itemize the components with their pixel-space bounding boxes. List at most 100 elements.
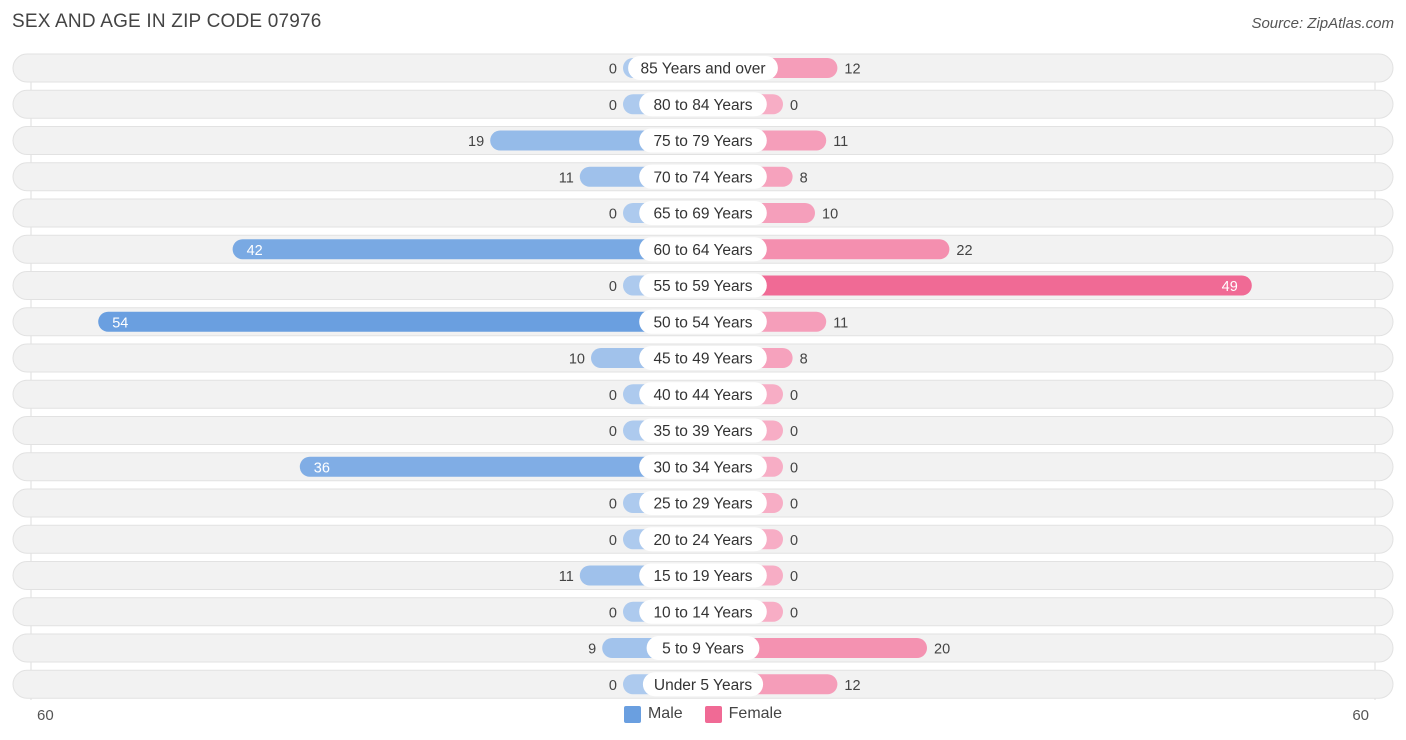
chart-row: 55 to 59 Years 0 49 (12, 271, 1394, 300)
value-label-male: 0 (609, 424, 617, 440)
category-label: 5 to 9 Years (662, 641, 744, 658)
category-pill (628, 56, 778, 80)
chart-row: 40 to 44 Years 0 0 (12, 379, 1394, 409)
value-label-male: 9 (588, 642, 596, 658)
value-label-female: 22 (956, 243, 972, 259)
value-label-male: 0 (609, 605, 617, 621)
chart-row: 35 to 39 Years 0 0 (12, 416, 1394, 445)
value-label-male: 0 (609, 98, 617, 114)
category-pill (639, 418, 767, 443)
value-label-female: 11 (833, 315, 848, 331)
chart-title: SEX AND AGE IN ZIP CODE 07976 (12, 11, 322, 32)
value-label-female: 0 (790, 424, 798, 440)
value-label-female: 49 (1222, 279, 1238, 295)
chart-row: 70 to 74 Years 11 8 (12, 162, 1394, 192)
category-pill (639, 201, 767, 225)
category-label: 10 to 14 Years (653, 604, 752, 621)
chart-row: 5 to 9 Years 9 20 (12, 633, 1394, 663)
chart-row: 60 to 64 Years 42 22 (12, 234, 1394, 264)
legend-label-male: Male (647, 705, 683, 722)
value-label-female: 0 (790, 605, 798, 621)
category-pill (639, 599, 767, 624)
value-label-male: 10 (569, 352, 585, 368)
chart-row: 10 to 14 Years 0 0 (12, 597, 1394, 627)
category-label: 30 to 34 Years (653, 459, 752, 476)
value-label-female: 0 (790, 460, 798, 476)
category-pill (639, 92, 767, 117)
category-pill (639, 309, 767, 334)
chart-row: 25 to 29 Years 0 0 (12, 488, 1394, 518)
category-label: 40 to 44 Years (653, 387, 752, 404)
axis-left-label: 60 (37, 707, 54, 724)
category-pill (639, 273, 767, 298)
legend-swatch-female (704, 705, 722, 723)
chart-row: 15 to 19 Years 11 0 (12, 561, 1394, 590)
legend-item-male[interactable]: Male (623, 705, 683, 723)
value-label-male: 54 (112, 315, 128, 331)
value-label-female: 12 (844, 678, 860, 694)
chart-row: 50 to 54 Years 54 11 (12, 307, 1394, 337)
category-pill (639, 382, 767, 407)
chart-row: 30 to 34 Years 36 0 (12, 452, 1394, 482)
category-label: 60 to 64 Years (653, 242, 752, 259)
bar-female (703, 638, 927, 658)
value-label-female: 8 (800, 352, 808, 368)
legend-item-female[interactable]: Female (704, 705, 783, 723)
chart-row: 20 to 24 Years 0 0 (12, 524, 1394, 554)
value-label-male: 11 (559, 569, 574, 585)
value-label-male: 19 (468, 134, 484, 150)
value-label-female: 11 (833, 134, 848, 150)
value-label-female: 0 (790, 533, 798, 549)
category-pill (639, 237, 767, 262)
value-label-male: 0 (609, 62, 617, 78)
value-label-female: 0 (790, 569, 798, 585)
chart-source: Source: ZipAtlas.com (1251, 15, 1394, 32)
category-label: 35 to 39 Years (653, 423, 752, 440)
value-label-female: 0 (790, 388, 798, 404)
category-pill (639, 563, 767, 588)
value-label-male: 0 (609, 207, 617, 223)
axis-right-label: 60 (1352, 707, 1369, 724)
chart-row: Under 5 Years 0 12 (12, 669, 1394, 699)
chart-row: 85 Years and over 0 12 (12, 53, 1394, 83)
value-label-male: 36 (314, 460, 330, 476)
value-label-male: 0 (609, 533, 617, 549)
category-pill (639, 491, 767, 515)
category-label: 70 to 74 Years (653, 169, 752, 186)
category-pill (642, 672, 764, 697)
category-pill (639, 527, 767, 552)
value-label-female: 0 (790, 98, 798, 114)
category-label: 75 to 79 Years (653, 133, 752, 150)
category-label: 15 to 19 Years (653, 568, 752, 585)
category-pill (639, 454, 767, 479)
legend-label-female: Female (728, 705, 783, 722)
value-label-female: 20 (934, 642, 950, 658)
bar-male (98, 311, 703, 332)
category-pill (646, 636, 760, 660)
value-label-male: 0 (609, 388, 617, 404)
category-label: 85 Years and over (641, 61, 766, 78)
category-label: 25 to 29 Years (653, 496, 752, 513)
category-label: 20 to 24 Years (653, 532, 752, 549)
category-label: 55 to 59 Years (653, 278, 752, 295)
chart-row: 75 to 79 Years 19 11 (12, 126, 1394, 155)
value-label-male: 42 (247, 243, 263, 259)
chart-canvas: 85 Years and over 0 12 80 to 84 Years 0 0 75 t… (12, 53, 1394, 700)
value-label-male: 0 (609, 497, 617, 513)
value-label-male: 0 (609, 279, 617, 295)
category-pill (639, 164, 767, 189)
value-label-female: 8 (800, 170, 808, 186)
chart-row: 80 to 84 Years 0 0 (12, 89, 1394, 119)
category-label: 80 to 84 Years (653, 97, 752, 114)
value-label-male: 11 (559, 170, 574, 186)
legend: Male Female (0, 705, 1406, 723)
category-pill (639, 128, 767, 153)
value-label-female: 12 (844, 62, 860, 78)
legend-swatch-male (623, 705, 641, 723)
chart-row: 65 to 69 Years 0 10 (12, 198, 1394, 228)
value-label-female: 0 (790, 497, 798, 513)
bar-male (299, 456, 703, 477)
category-label: Under 5 Years (654, 677, 752, 694)
value-label-female: 10 (822, 207, 838, 223)
bar-female (703, 275, 1252, 296)
